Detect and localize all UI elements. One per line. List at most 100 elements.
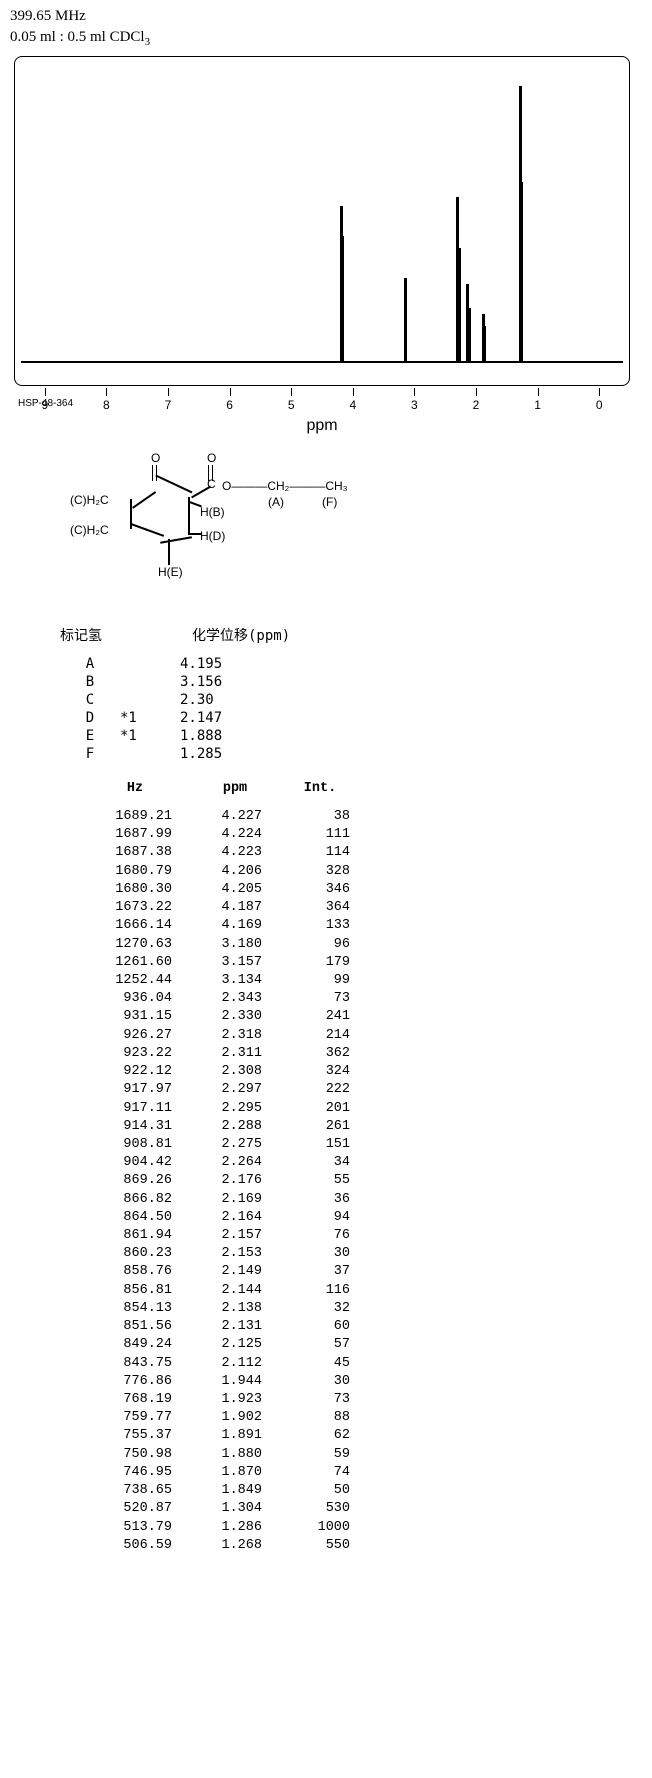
x-axis-tick [168,388,169,396]
spectrum-peak [459,248,461,362]
peak-hz: 908.81 [80,1136,190,1154]
ester-chain-label: O———CH₂———CH₃ [222,479,348,493]
peak-ppm: 2.330 [190,1008,280,1026]
peak-table-row: 923.222.311362 [80,1045,642,1063]
peak-hz: 506.59 [80,1537,190,1555]
bond [131,523,164,536]
bond [132,491,156,508]
peak-int: 73 [280,990,360,1008]
peak-int: 114 [280,844,360,862]
peak-int: 261 [280,1118,360,1136]
peak-hz: 931.15 [80,1008,190,1026]
peak-ppm: 4.206 [190,863,280,881]
peak-hz: 922.12 [80,1063,190,1081]
peak-ppm: 2.288 [190,1118,280,1136]
peak-int: 37 [280,1263,360,1281]
peak-int: 179 [280,954,360,972]
shift-value: 1.888 [180,727,260,745]
peak-hz: 746.95 [80,1464,190,1482]
frequency-label: 399.65 MHz [10,8,642,25]
peak-hz: 513.79 [80,1519,190,1537]
peak-hz: 854.13 [80,1300,190,1318]
peak-ppm: 1.268 [190,1537,280,1555]
peak-table-row: 914.312.288261 [80,1118,642,1136]
peak-int: 32 [280,1300,360,1318]
assign-E: H(E) [158,565,183,579]
spectrum-x-axis: 9876543210 [14,388,630,412]
spectrum-baseline [21,361,623,363]
peak-table-row: 843.752.11245 [80,1355,642,1373]
peak-hz: 1687.38 [80,844,190,862]
shift-value: 2.147 [180,709,260,727]
peak-ppm: 3.134 [190,972,280,990]
peak-table-row: 1252.443.13499 [80,972,642,990]
shift-note: *1 [120,709,180,727]
peak-hz: 917.97 [80,1081,190,1099]
peak-int: 133 [280,917,360,935]
shift-table-header-left: 标记氢 [60,625,102,645]
peak-hz: 849.24 [80,1336,190,1354]
peak-table-row: 1680.794.206328 [80,863,642,881]
peak-table-row: 851.562.13160 [80,1318,642,1336]
peak-int: 50 [280,1482,360,1500]
peak-ppm: 2.138 [190,1300,280,1318]
shift-table-row: A4.195 [60,655,260,673]
peak-table-row: 1666.144.169133 [80,917,642,935]
shift-value: 4.195 [180,655,260,673]
peak-hz: 1666.14 [80,917,190,935]
sample-prep-subscript: 3 [145,36,151,48]
peak-int: 364 [280,899,360,917]
spectrum-peak [342,236,344,362]
peak-ppm: 1.880 [190,1446,280,1464]
peak-int: 57 [280,1336,360,1354]
x-axis-tick-label: 5 [288,398,295,412]
bond [168,539,170,565]
peak-ppm: 4.224 [190,826,280,844]
peak-hz: 1680.79 [80,863,190,881]
peak-ppm: 4.187 [190,899,280,917]
peak-table-row: 854.132.13832 [80,1300,642,1318]
peak-int: 346 [280,881,360,899]
peak-ppm: 1.923 [190,1391,280,1409]
peak-table-row: 860.232.15330 [80,1245,642,1263]
peak-ppm: 4.205 [190,881,280,899]
x-axis-tick [45,388,46,396]
spectrum-peak [469,308,471,362]
peak-int: 34 [280,1154,360,1172]
peak-int: 328 [280,863,360,881]
assign-F: (F) [322,495,337,509]
peak-hz: 856.81 [80,1282,190,1300]
peak-ppm: 1.944 [190,1373,280,1391]
peak-table-row: 755.371.89162 [80,1427,642,1445]
peak-ppm: 2.176 [190,1172,280,1190]
peak-hz: 936.04 [80,990,190,1008]
peak-table-row: 917.112.295201 [80,1100,642,1118]
nmr-spectrum: 9876543210 HSP-48-364 ppm [14,56,630,435]
peak-hz: 869.26 [80,1172,190,1190]
peak-ppm: 2.297 [190,1081,280,1099]
peak-table-row: 750.981.88059 [80,1446,642,1464]
x-axis-tick-label: 1 [534,398,541,412]
peak-table-row: 917.972.297222 [80,1081,642,1099]
shift-label: E [60,727,120,745]
ch2-label-1: (C)H₂C [70,493,109,507]
peak-int: 241 [280,1008,360,1026]
peak-int: 96 [280,936,360,954]
peak-int: 116 [280,1282,360,1300]
peak-ppm: 2.157 [190,1227,280,1245]
peak-ppm: 2.295 [190,1100,280,1118]
spectrum-plot-area [14,56,630,386]
peak-table-row: 746.951.87074 [80,1464,642,1482]
sample-prep-label: 0.05 ml : 0.5 ml CDCl3 [10,29,642,48]
peak-ppm: 2.125 [190,1336,280,1354]
peak-table-row: 856.812.144116 [80,1282,642,1300]
sample-prep-text: 0.05 ml : 0.5 ml CDCl [10,29,145,45]
peak-hz: 750.98 [80,1446,190,1464]
peak-int: 88 [280,1409,360,1427]
peak-table-row: 861.942.15776 [80,1227,642,1245]
x-axis-tick-label: 3 [411,398,418,412]
peak-ppm: 2.264 [190,1154,280,1172]
x-axis-tick [291,388,292,396]
peak-ppm: 1.902 [190,1409,280,1427]
shift-table-row: E*11.888 [60,727,260,745]
